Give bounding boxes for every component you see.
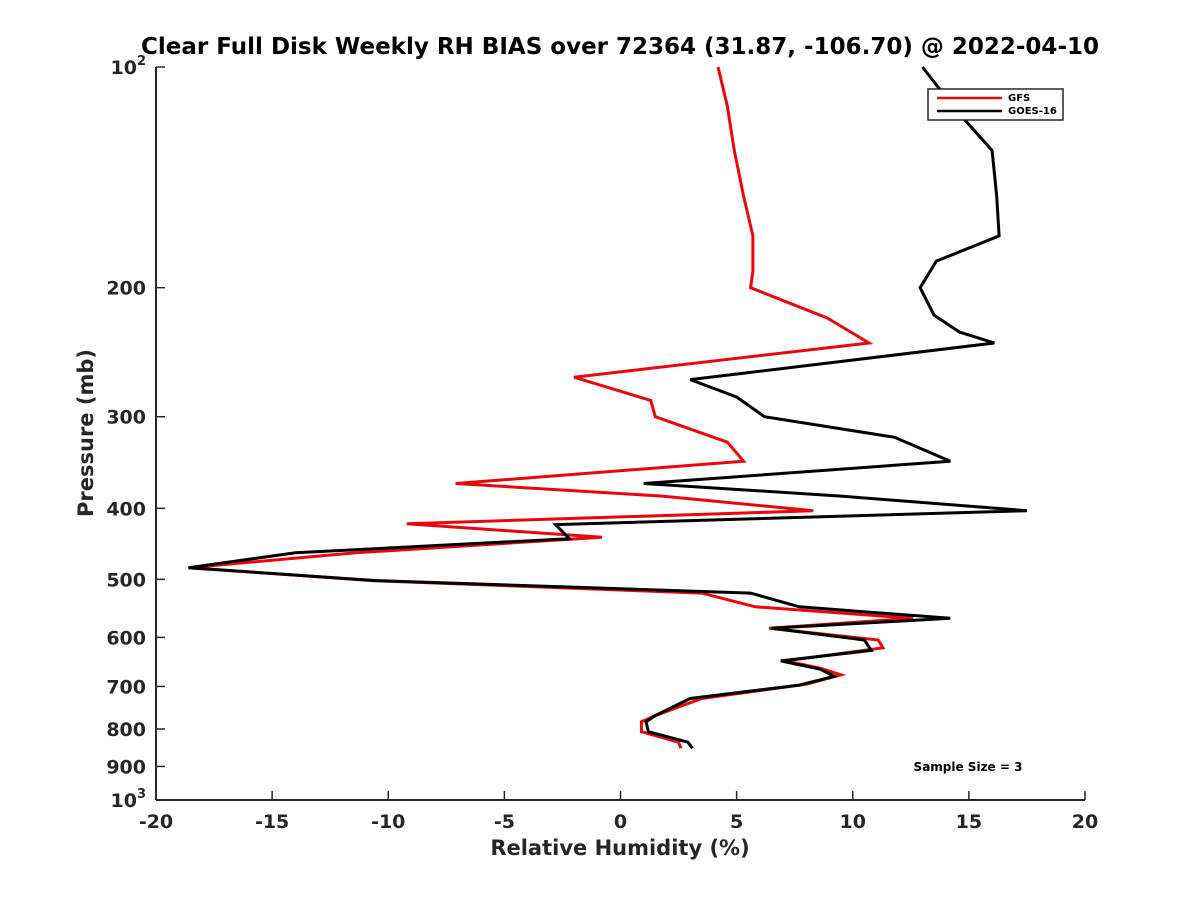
x-tick-label: 15 [956, 811, 982, 833]
y-tick-label: 700 [106, 676, 146, 698]
y-tick-label: 600 [106, 627, 146, 649]
x-tick-label: 20 [1072, 811, 1098, 833]
legend-label-goes16: GOES-16 [1008, 106, 1057, 117]
y-tick-label: 300 [106, 407, 146, 429]
y-tick-label: 800 [106, 719, 146, 741]
x-tick-label: -15 [255, 811, 289, 833]
legend: GFS GOES-16 [927, 88, 1064, 121]
x-tick-label: 5 [730, 811, 743, 833]
y-tick-exponent: 2 [137, 54, 146, 69]
x-axis-label: Relative Humidity (%) [490, 836, 749, 860]
y-tick-label: 200 [106, 278, 146, 300]
y-tick-exponent: 3 [137, 787, 146, 802]
y-tick-label: 102 [111, 54, 147, 79]
x-tick-label: 10 [840, 811, 866, 833]
legend-box [927, 88, 1064, 121]
x-tick-label: -20 [139, 811, 173, 833]
x-tick-label: -5 [494, 811, 515, 833]
series-line-gfs [188, 66, 914, 749]
x-tick-label: -10 [371, 811, 405, 833]
series-layer [188, 66, 1028, 750]
chart-title: Clear Full Disk Weekly RH BIAS over 7236… [141, 34, 1099, 60]
y-tick-label: 103 [111, 787, 147, 812]
y-tick-base: 10 [111, 790, 137, 812]
x-axis-ticks: -20 -15 -10 -5 0 5 10 15 20 [139, 791, 1098, 833]
legend-label-gfs: GFS [1008, 93, 1030, 104]
series-line-goes16 [188, 66, 1028, 750]
y-tick-label: 900 [106, 756, 146, 778]
y-tick-label: 500 [106, 569, 146, 591]
x-tick-label: 0 [614, 811, 627, 833]
sample-size-annotation: Sample Size = 3 [914, 760, 1023, 774]
y-tick-label: 400 [106, 498, 146, 520]
y-axis-label: Pressure (mb) [74, 349, 98, 517]
y-tick-base: 10 [111, 57, 137, 79]
